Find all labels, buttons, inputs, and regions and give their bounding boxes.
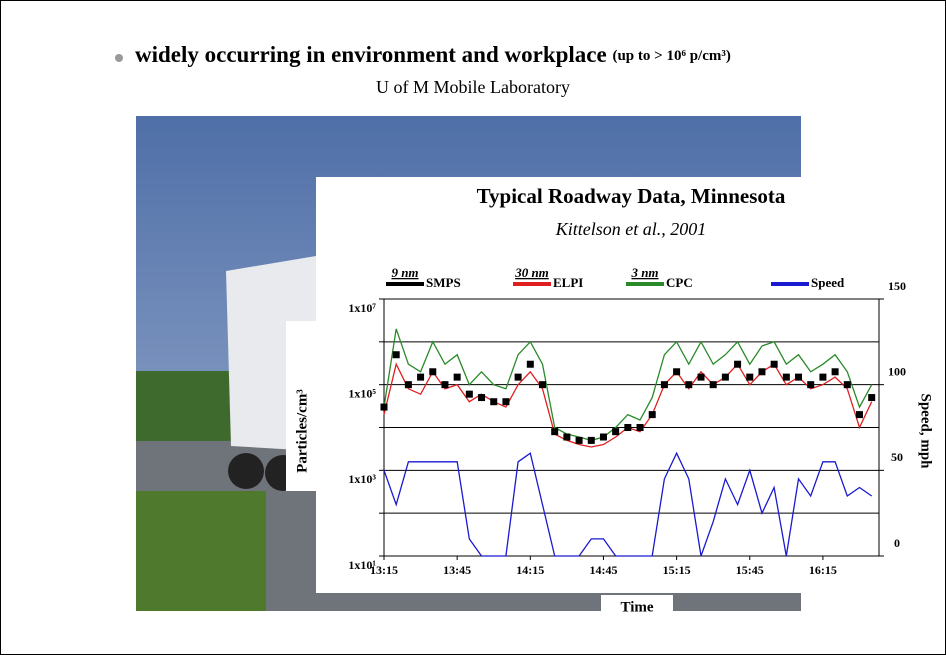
marker [843,381,851,389]
x-label-panel [601,595,673,641]
marker [758,368,766,376]
series-line [383,328,873,442]
bullet-dot [115,54,123,62]
y-tick-label: 1x10⁵ [348,386,376,400]
marker [563,433,571,441]
marker [526,360,534,368]
x-tick-label: 13:15 [370,563,398,577]
series-line [383,451,873,557]
legend-size: 9 nm [391,265,418,280]
marker [831,368,839,376]
marker [807,381,815,389]
y2-axis-label: Speed, mph [918,393,934,469]
marker [819,373,827,381]
marker [721,373,729,381]
marker [734,360,742,368]
caption: U of M Mobile Laboratory [376,77,570,97]
bullet-note: (up to > 10⁶ p/cm³) [612,48,730,64]
x-tick-label: 14:45 [589,563,617,577]
marker [770,360,778,368]
marker [538,381,546,389]
marker [490,398,498,406]
x-tick-label: 16:15 [809,563,837,577]
marker [514,373,522,381]
marker [709,381,717,389]
marker [575,436,583,444]
y2-tick-label: 100 [888,364,906,378]
marker [868,394,876,402]
x-tick-label: 15:15 [663,563,691,577]
x-tick-label: 14:15 [516,563,544,577]
marker [855,411,863,419]
marker [624,424,632,431]
marker [404,381,412,389]
x-tick-label: 15:45 [736,563,764,577]
marker [612,428,620,436]
marker [478,394,486,402]
marker [551,428,559,436]
chart-title: Typical Roadway Data, Minnesota [477,184,786,208]
marker [465,390,473,398]
marker [441,381,449,389]
marker [697,373,705,381]
y2-tick-label: 150 [888,279,906,293]
marker [673,368,681,376]
y-tick-label: 1x10¹ [348,558,376,572]
chart-subtitle: Kittelson et al., 2001 [555,219,707,239]
marker [648,411,656,419]
y-tick-label: 1x10⁷ [348,301,376,315]
marker [795,373,803,381]
marker [746,373,754,381]
y2-tick-label: 50 [891,450,903,464]
marker [636,424,644,431]
marker [502,398,510,406]
marker [453,373,461,381]
marker [429,368,437,376]
x-tick-label: 13:45 [443,563,471,577]
y-label-panel [286,321,322,491]
marker [417,373,425,381]
legend-label: ELPI [553,275,583,290]
marker [782,373,790,381]
legend-label: Speed [811,275,845,290]
marker [660,381,668,389]
marker [599,433,607,441]
y2-tick-label: 0 [894,536,900,550]
bullet-text: widely occurring in environment and work… [135,42,731,67]
y-axis-label: Particles/cm³ [294,389,310,473]
bullet-main: widely occurring in environment and work… [135,42,607,67]
legend-size: 30 nm [514,265,549,280]
marker [587,436,595,444]
y-tick-label: 1x10³ [348,472,376,486]
marker [380,403,388,411]
x-axis-label: Time [620,599,653,615]
marker [392,351,400,359]
marker [685,381,693,389]
legend-size: 3 nm [630,265,658,280]
legend-label: CPC [666,275,693,290]
legend-label: SMPS [426,275,461,290]
